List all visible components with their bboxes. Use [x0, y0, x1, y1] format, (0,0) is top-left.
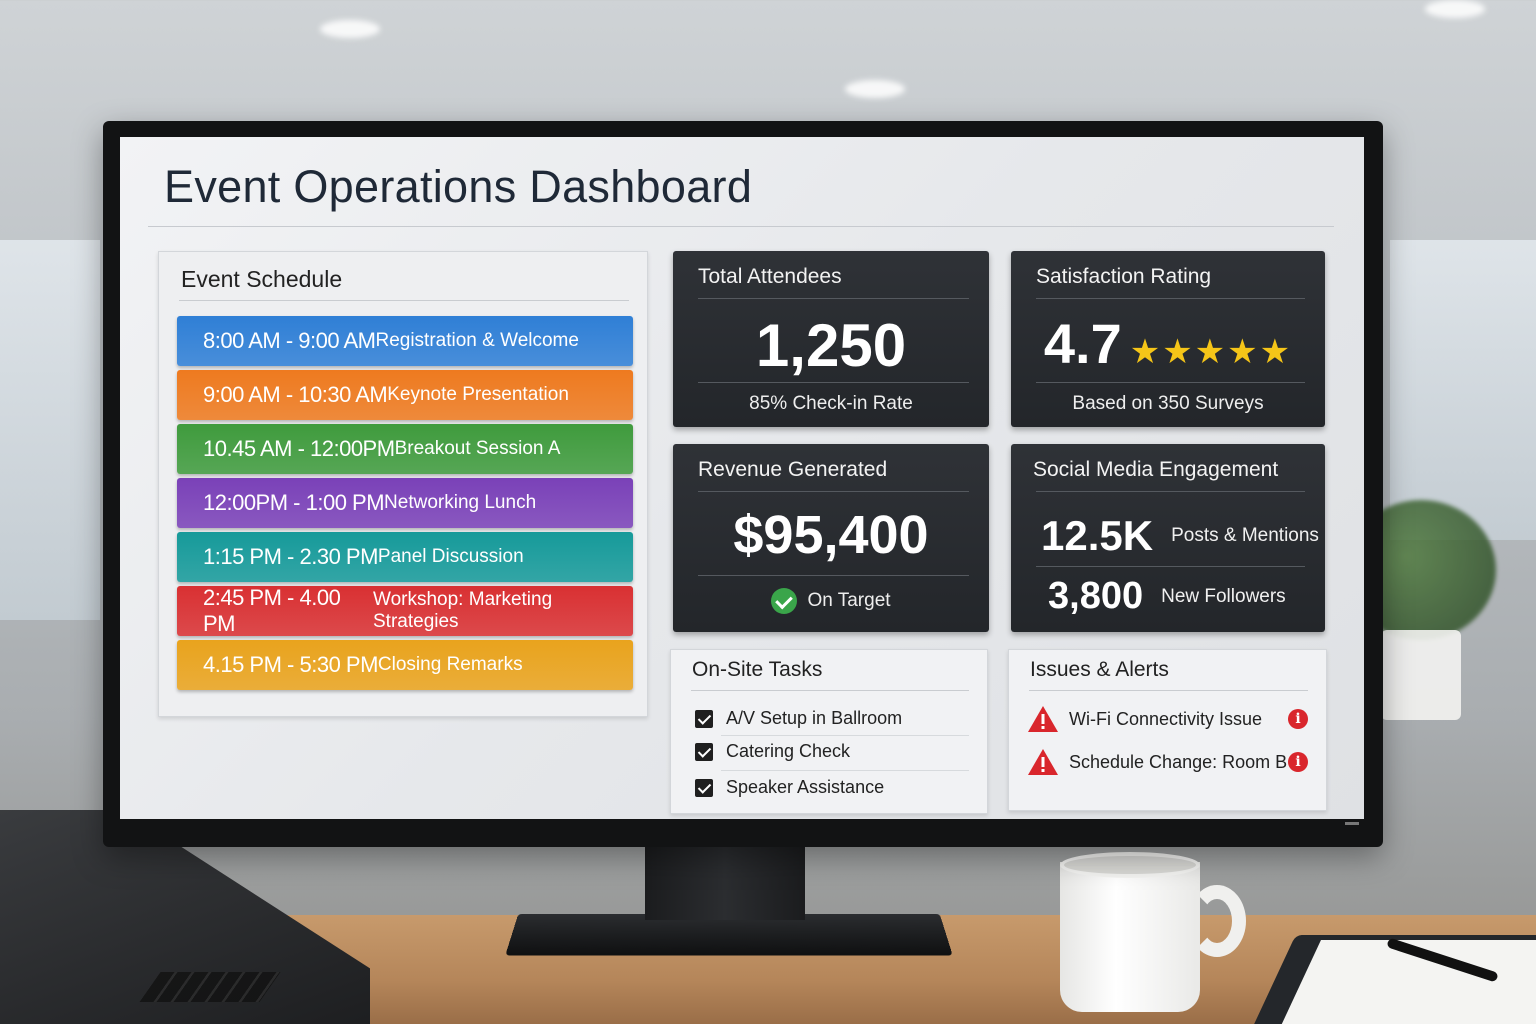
satisfaction-row: 4.7 ★★★★★	[1011, 311, 1325, 376]
schedule-list: 8:00 AM - 9:00 AM Registration & Welcome…	[177, 316, 633, 694]
tasks-heading: On-Site Tasks	[692, 658, 822, 682]
schedule-session-name: Closing Remarks	[378, 654, 523, 676]
schedule-item[interactable]: 8:00 AM - 9:00 AM Registration & Welcome	[177, 316, 633, 366]
schedule-session-name: Panel Discussion	[378, 546, 524, 568]
schedule-time: 2:45 PM - 4.00 PM	[203, 585, 373, 637]
task-item[interactable]: A/V Setup in Ballroom	[695, 708, 969, 729]
monitor-stand-base	[505, 914, 952, 956]
task-divider	[721, 770, 969, 771]
dashboard-screen: Event Operations Dashboard Event Schedul…	[120, 137, 1364, 819]
ceiling-light	[1425, 0, 1485, 18]
card-divider	[1036, 566, 1305, 567]
alerts-panel: Issues & Alerts Wi-Fi Connectivity Issue…	[1008, 649, 1327, 811]
social-followers-row: 3,800 New Followers	[1048, 575, 1286, 618]
tasks-panel: On-Site Tasks A/V Setup in Ballroom Cate…	[670, 649, 988, 814]
schedule-session-name: Workshop: Marketing Strategies	[373, 589, 633, 633]
task-divider	[721, 735, 969, 736]
task-checkbox[interactable]	[695, 710, 713, 728]
card-divider	[1036, 298, 1305, 299]
schedule-item[interactable]: 1:15 PM - 2.30 PM Panel Discussion	[177, 532, 633, 582]
event-schedule-panel: Event Schedule 8:00 AM - 9:00 AM Registr…	[158, 251, 648, 717]
office-window	[1390, 240, 1536, 540]
schedule-session-name: Networking Lunch	[384, 492, 536, 514]
schedule-item[interactable]: 9:00 AM - 10:30 AM Keynote Presentation	[177, 370, 633, 420]
info-icon[interactable]: i	[1288, 752, 1308, 772]
coffee-mug-rim	[1060, 852, 1200, 878]
schedule-time: 4.15 PM - 5:30 PM	[203, 652, 378, 678]
info-icon[interactable]: i	[1288, 709, 1308, 729]
attendees-title: Total Attendees	[698, 265, 842, 289]
task-label: Catering Check	[726, 741, 850, 762]
check-circle-icon	[771, 588, 797, 614]
monitor-stand-neck	[645, 845, 805, 920]
task-checkbox[interactable]	[695, 779, 713, 797]
schedule-time: 8:00 AM - 9:00 AM	[203, 328, 375, 354]
task-label: A/V Setup in Ballroom	[726, 708, 902, 729]
revenue-card[interactable]: Revenue Generated $95,400 On Target	[673, 444, 989, 632]
schedule-item[interactable]: 2:45 PM - 4.00 PM Workshop: Marketing St…	[177, 586, 633, 636]
schedule-heading: Event Schedule	[181, 266, 342, 293]
checkin-rate: 85% Check-in Rate	[673, 393, 989, 415]
plant-pot	[1381, 630, 1461, 720]
laptop-keyboard	[139, 972, 280, 1002]
schedule-session-name: Keynote Presentation	[387, 384, 569, 406]
attendees-value: 1,250	[673, 311, 989, 380]
card-divider	[1036, 491, 1305, 492]
alert-item[interactable]: Wi-Fi Connectivity Issue i	[1027, 705, 1308, 733]
revenue-title: Revenue Generated	[698, 458, 887, 482]
mentions-value: 12.5K	[1041, 512, 1153, 560]
social-card[interactable]: Social Media Engagement 12.5K Posts & Me…	[1011, 444, 1325, 632]
schedule-time: 10.45 AM - 12:00PM	[203, 436, 395, 462]
alert-label: Wi-Fi Connectivity Issue	[1069, 709, 1262, 730]
satisfaction-card[interactable]: Satisfaction Rating 4.7 ★★★★★ Based on 35…	[1011, 251, 1325, 427]
satisfaction-title: Satisfaction Rating	[1036, 265, 1211, 289]
schedule-time: 9:00 AM - 10:30 AM	[203, 382, 387, 408]
power-indicator	[1345, 822, 1359, 825]
page-title: Event Operations Dashboard	[164, 161, 752, 213]
coffee-mug	[1060, 862, 1200, 1012]
task-item[interactable]: Catering Check	[695, 741, 969, 762]
card-divider	[1036, 382, 1305, 383]
social-mentions-row: 12.5K Posts & Mentions	[1041, 512, 1319, 560]
schedule-item[interactable]: 4.15 PM - 5:30 PM Closing Remarks	[177, 640, 633, 690]
revenue-status-label: On Target	[807, 590, 890, 611]
card-divider	[698, 491, 969, 492]
followers-value: 3,800	[1048, 575, 1143, 618]
warning-icon	[1027, 705, 1059, 733]
attendees-card[interactable]: Total Attendees 1,250 85% Check-in Rate	[673, 251, 989, 427]
schedule-session-name: Breakout Session A	[395, 438, 561, 460]
alert-label: Schedule Change: Room B	[1069, 752, 1287, 773]
alert-item[interactable]: Schedule Change: Room B i	[1027, 748, 1308, 776]
ceiling-light	[845, 80, 905, 98]
title-divider	[148, 226, 1334, 227]
task-checkbox[interactable]	[695, 743, 713, 761]
task-label: Speaker Assistance	[726, 777, 884, 798]
card-divider	[698, 298, 969, 299]
mentions-label: Posts & Mentions	[1171, 525, 1319, 547]
schedule-time: 12:00PM - 1:00 PM	[203, 490, 384, 516]
alerts-heading: Issues & Alerts	[1030, 658, 1169, 682]
revenue-value: $95,400	[673, 504, 989, 566]
satisfaction-value: 4.7	[1044, 312, 1122, 375]
followers-label: New Followers	[1161, 586, 1286, 608]
office-window	[0, 240, 100, 620]
social-title: Social Media Engagement	[1033, 458, 1278, 482]
schedule-item[interactable]: 10.45 AM - 12:00PM Breakout Session A	[177, 424, 633, 474]
revenue-status: On Target	[673, 588, 989, 614]
tasks-divider	[691, 690, 969, 691]
survey-count: Based on 350 Surveys	[1011, 393, 1325, 415]
schedule-session-name: Registration & Welcome	[375, 330, 578, 352]
star-rating-icon: ★★★★★	[1130, 333, 1292, 371]
schedule-time: 1:15 PM - 2.30 PM	[203, 544, 378, 570]
card-divider	[698, 382, 969, 383]
ceiling-light	[320, 20, 380, 38]
task-item[interactable]: Speaker Assistance	[695, 777, 969, 798]
schedule-divider	[179, 300, 629, 301]
card-divider	[698, 575, 969, 576]
alerts-divider	[1029, 690, 1308, 691]
schedule-item[interactable]: 12:00PM - 1:00 PM Networking Lunch	[177, 478, 633, 528]
warning-icon	[1027, 748, 1059, 776]
